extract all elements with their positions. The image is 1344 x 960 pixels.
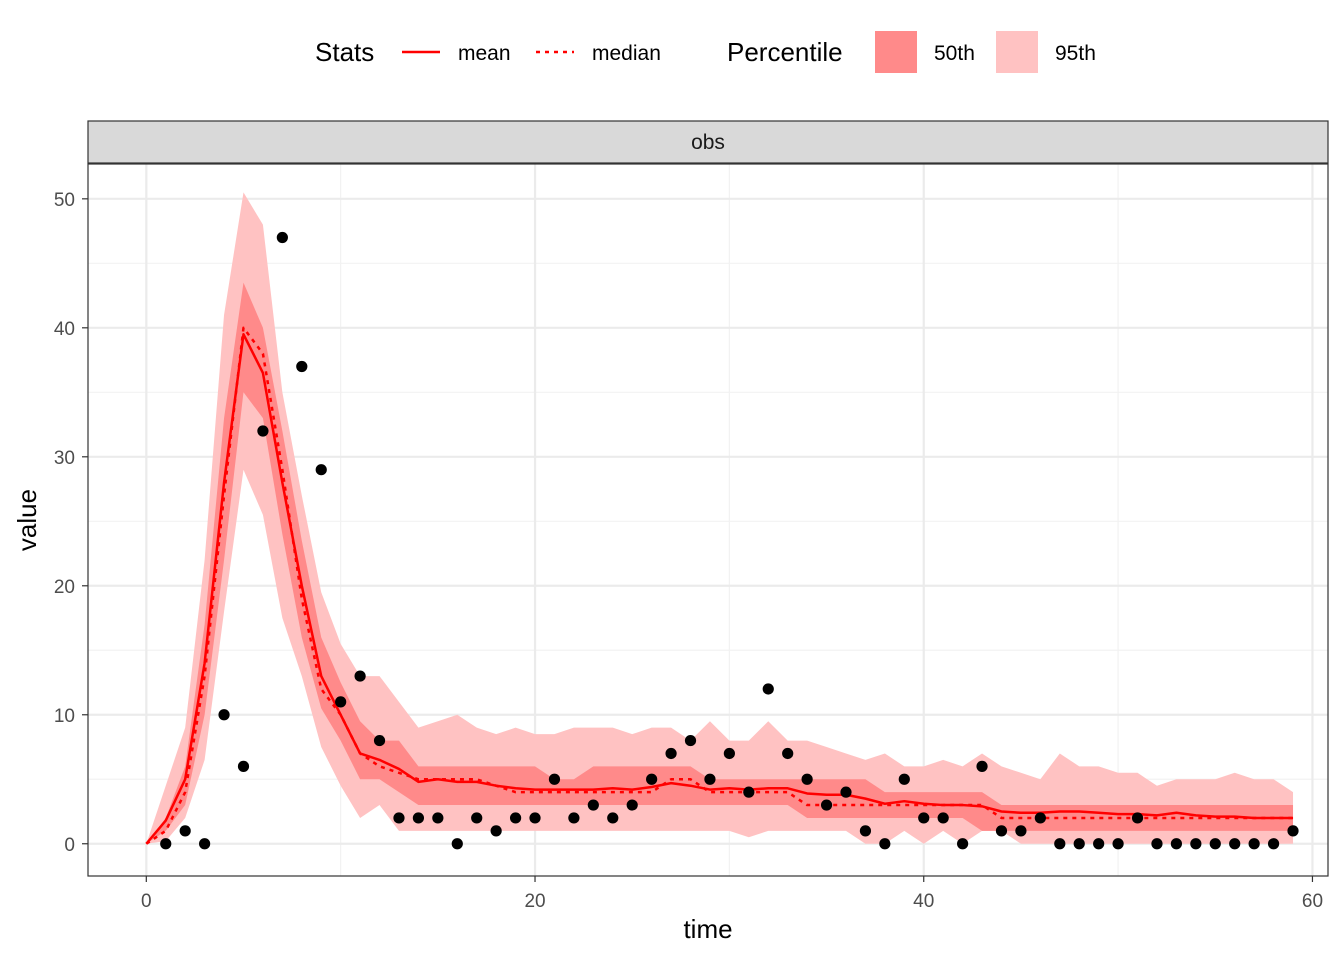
observation-point bbox=[257, 425, 269, 437]
observation-point bbox=[548, 773, 561, 785]
observation-point bbox=[646, 773, 658, 785]
observation-point bbox=[199, 838, 211, 850]
y-tick-label: 30 bbox=[54, 448, 75, 469]
observation-point bbox=[296, 360, 308, 373]
observation-point bbox=[412, 812, 425, 824]
observation-point bbox=[1073, 838, 1085, 850]
legend-median-label: median bbox=[592, 42, 661, 65]
observation-point bbox=[509, 812, 522, 824]
legend-95th-label: 95th bbox=[1055, 42, 1096, 65]
x-tick-label: 0 bbox=[141, 891, 152, 912]
observation-point bbox=[451, 838, 463, 850]
observation-point bbox=[237, 760, 250, 772]
legend-50th-key bbox=[875, 31, 917, 73]
observation-point bbox=[587, 799, 599, 811]
observation-point bbox=[976, 760, 988, 772]
observation-point bbox=[626, 799, 638, 811]
observation-point bbox=[995, 825, 1008, 837]
observation-point bbox=[1248, 838, 1260, 850]
observation-point bbox=[704, 773, 716, 785]
facet-strip-label: obs bbox=[691, 131, 725, 154]
observation-point bbox=[820, 799, 833, 811]
observation-point bbox=[354, 670, 366, 682]
band-95th bbox=[146, 192, 1294, 844]
x-tick-label: 40 bbox=[913, 891, 934, 912]
observation-point bbox=[1015, 825, 1027, 837]
legend: Stats mean median Percentile 50th 95th bbox=[315, 31, 1096, 73]
observation-point bbox=[1267, 838, 1280, 850]
observation-point bbox=[1034, 812, 1046, 824]
observation-point bbox=[918, 812, 930, 824]
observation-point bbox=[665, 747, 677, 760]
observation-point bbox=[335, 696, 347, 708]
observation-point bbox=[898, 773, 910, 785]
observation-point bbox=[1112, 838, 1124, 850]
facet-strip bbox=[87, 120, 1329, 164]
observation-point bbox=[1170, 838, 1183, 850]
observation-point bbox=[276, 231, 288, 244]
band-50th bbox=[146, 282, 1294, 844]
observation-point bbox=[1190, 838, 1202, 850]
series-line-mean bbox=[145, 333, 1294, 845]
percentile-bands bbox=[146, 192, 1294, 844]
y-axis-title: value bbox=[12, 489, 42, 551]
observation-point bbox=[393, 812, 405, 824]
observation-point bbox=[1054, 838, 1066, 850]
observation-point bbox=[218, 709, 230, 721]
y-tick-label: 10 bbox=[54, 706, 75, 727]
observation-point bbox=[607, 812, 619, 824]
observation-point bbox=[1209, 838, 1221, 850]
observation-point bbox=[1093, 838, 1105, 850]
observation-point bbox=[432, 812, 444, 824]
observation-point bbox=[879, 838, 891, 850]
observation-point bbox=[723, 747, 735, 760]
y-tick-label: 40 bbox=[54, 319, 75, 340]
observation-points bbox=[160, 231, 1299, 850]
observation-point bbox=[1287, 825, 1299, 837]
y-tick-label: 20 bbox=[54, 577, 75, 598]
observation-point bbox=[743, 786, 755, 798]
observation-point bbox=[957, 838, 969, 850]
observation-point bbox=[315, 464, 327, 476]
observation-point bbox=[1131, 812, 1144, 824]
observation-point bbox=[840, 786, 852, 798]
x-tick-label: 20 bbox=[524, 891, 545, 912]
observation-point bbox=[782, 747, 794, 760]
observation-point bbox=[1229, 838, 1241, 850]
observation-point bbox=[490, 825, 502, 837]
legend-mean-label: mean bbox=[458, 42, 511, 65]
series-line-median bbox=[145, 326, 1294, 845]
y-tick-label: 0 bbox=[64, 835, 75, 856]
observation-point bbox=[160, 838, 172, 850]
legend-stats-title: Stats bbox=[315, 37, 374, 67]
panel-border bbox=[87, 163, 1329, 877]
observation-point bbox=[762, 683, 774, 695]
observation-point bbox=[801, 773, 813, 785]
x-tick-label: 60 bbox=[1302, 891, 1323, 912]
observation-point bbox=[471, 812, 483, 824]
x-axis: 0 20 40 60 bbox=[141, 876, 1323, 912]
observation-point bbox=[684, 734, 697, 747]
observation-point bbox=[568, 812, 580, 824]
legend-percentile-title: Percentile bbox=[727, 37, 843, 67]
legend-95th-key bbox=[996, 31, 1038, 73]
stat-lines bbox=[145, 326, 1294, 845]
x-axis-title: time bbox=[683, 914, 732, 944]
observation-point bbox=[1151, 838, 1163, 850]
y-tick-label: 50 bbox=[54, 190, 75, 211]
observation-point bbox=[529, 812, 541, 824]
observation-point bbox=[179, 825, 191, 837]
y-axis: 0 10 20 30 40 50 bbox=[54, 190, 88, 856]
observation-point bbox=[859, 825, 872, 837]
observation-point bbox=[373, 734, 386, 747]
observation-point bbox=[937, 812, 949, 824]
gridlines bbox=[88, 164, 1328, 876]
legend-50th-label: 50th bbox=[934, 42, 975, 65]
